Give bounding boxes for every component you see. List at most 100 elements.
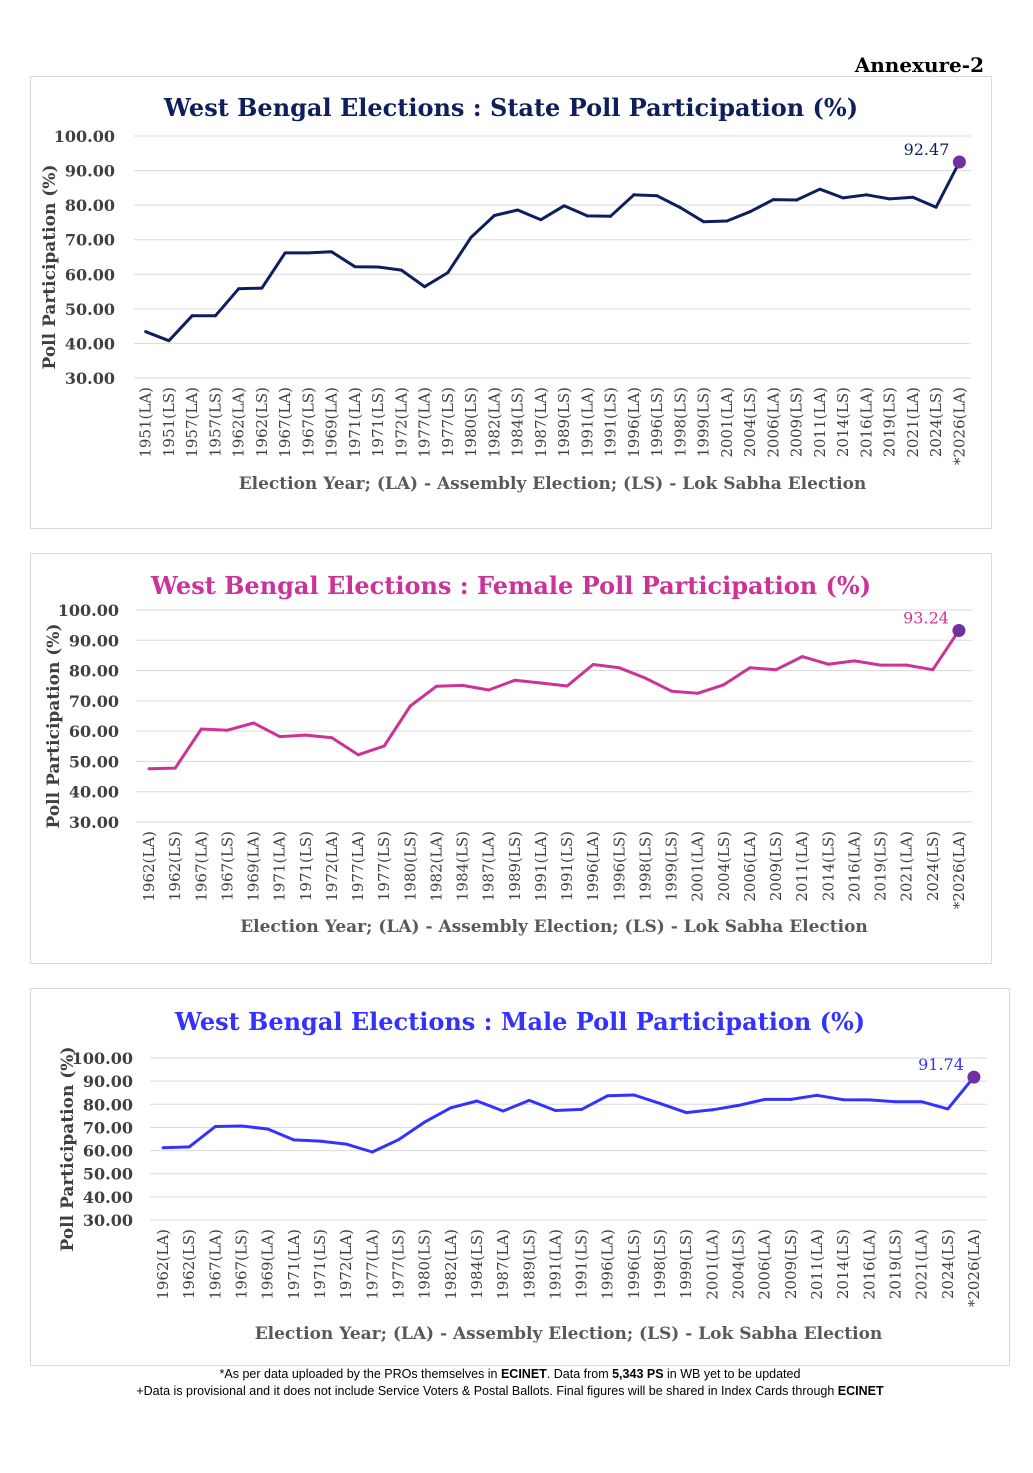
x-tick-label: 1971(LS) (311, 1229, 329, 1299)
data-point (931, 668, 935, 672)
annexure-label: Annexure-2 (854, 53, 984, 77)
x-tick-label: 2004(LS) (741, 387, 759, 457)
x-tick-label: 1962(LA) (230, 387, 248, 458)
x-tick-label: 1977(LA) (349, 831, 367, 902)
data-point (702, 220, 706, 224)
x-tick-label: 2016(LA) (845, 831, 863, 902)
y-axis-label: Poll Participation (%) (44, 624, 64, 829)
data-point (370, 1150, 374, 1154)
data-point (539, 681, 543, 685)
x-tick-label: 1996(LA) (599, 1229, 617, 1300)
data-point (678, 206, 682, 210)
data-point (658, 1101, 662, 1105)
data-point (696, 691, 700, 695)
data-point (632, 1093, 636, 1097)
x-tick-label: 1980(LS) (462, 387, 480, 457)
data-point (553, 1109, 557, 1113)
y-tick-label: 30.00 (69, 813, 119, 832)
x-tick-label: 1991(LS) (602, 387, 620, 457)
data-point (580, 1107, 584, 1111)
x-tick-label: 1971(LA) (271, 831, 289, 902)
x-tick-label: 1987(LA) (532, 387, 550, 458)
y-tick-label: 100.00 (72, 1049, 133, 1068)
x-tick-label: 2019(LS) (881, 387, 899, 457)
data-point (446, 271, 450, 275)
data-point (399, 268, 403, 272)
footnote-text: *As per data uploaded by the PROs themse… (219, 1367, 501, 1381)
data-point (492, 214, 496, 218)
x-tick-label: 1982(LA) (442, 1229, 460, 1300)
data-point (283, 251, 287, 255)
y-tick-label: 50.00 (65, 300, 115, 319)
data-point (774, 668, 778, 672)
data-point (722, 683, 726, 687)
data-point (199, 727, 203, 731)
footnote-text: in WB yet to be updated (663, 1367, 801, 1381)
x-tick-label: 2019(LS) (872, 831, 890, 901)
data-point (318, 1139, 322, 1143)
x-tick-label: 2006(LA) (741, 831, 759, 902)
x-tick-label: 2021(LA) (898, 831, 916, 902)
x-tick-label: 2019(LS) (886, 1229, 904, 1299)
x-tick-label: 1989(LS) (520, 1229, 538, 1299)
y-tick-label: 80.00 (83, 1095, 133, 1114)
data-point (356, 753, 360, 757)
data-point (304, 733, 308, 737)
data-point (609, 214, 613, 218)
x-tick-label: 2001(LA) (703, 1229, 721, 1300)
x-tick-label: 1991(LS) (558, 831, 576, 901)
y-tick-label: 60.00 (65, 265, 115, 284)
x-tick-label: 1972(LA) (337, 1229, 355, 1300)
x-tick-label: 1962(LS) (253, 387, 271, 457)
chart-plot: 30.00 40.00 50.00 60.00 70.00 80.00 90.00 100.0… (58, 1047, 987, 1344)
data-point (144, 330, 148, 334)
y-axis-label: Poll Participation (%) (58, 1047, 78, 1252)
x-tick-label: 1962(LS) (180, 1229, 198, 1299)
x-tick-label: 2009(LS) (782, 1229, 800, 1299)
data-label: 92.47 (904, 140, 950, 159)
x-tick-label: *2026(LA) (965, 1229, 983, 1307)
series-line (149, 629, 961, 771)
y-tick-label: 50.00 (83, 1165, 133, 1184)
data-point (815, 1093, 819, 1097)
x-tick-label: 1996(LS) (648, 387, 666, 457)
data-point (893, 1100, 897, 1104)
x-tick-label: 1980(LS) (416, 1229, 434, 1299)
footnote-1: *As per data uploaded by the PROs themse… (0, 1367, 1020, 1381)
chart-title: West Bengal Elections : Male Poll Partic… (174, 1007, 866, 1036)
data-point (292, 1138, 296, 1142)
data-point (911, 195, 915, 199)
data-point (376, 265, 380, 269)
x-tick-label: 1984(LS) (454, 831, 472, 901)
data-point (763, 1097, 767, 1101)
data-point (655, 194, 659, 198)
data-point (867, 1098, 871, 1102)
x-tick-label: 2006(LA) (764, 387, 782, 458)
x-tick-label: 1998(LS) (671, 387, 689, 457)
x-tick-label: 2024(LS) (939, 1229, 957, 1299)
data-point (408, 704, 412, 708)
chart-plot: 30.00 40.00 50.00 60.00 70.00 80.00 90.00 100.0… (44, 601, 972, 937)
y-tick-label: 40.00 (65, 334, 115, 353)
x-tick-label: 1951(LS) (160, 387, 178, 457)
y-tick-label: 100.00 (58, 601, 119, 620)
data-point (841, 1098, 845, 1102)
x-tick-label: 1982(LA) (427, 831, 445, 902)
y-tick-label: 60.00 (69, 722, 119, 741)
data-point (934, 205, 938, 209)
data-point (260, 286, 264, 290)
x-tick-label: 2001(LA) (689, 831, 707, 902)
data-point (173, 766, 177, 770)
footnote-text: +Data is provisional and it does not inc… (136, 1384, 838, 1398)
y-tick-label: 90.00 (69, 631, 119, 650)
data-point (632, 193, 636, 197)
x-tick-label: 2006(LA) (756, 1229, 774, 1300)
data-point (501, 1109, 505, 1113)
x-tick-label: 1967(LA) (192, 831, 210, 902)
x-tick-label: 1996(LS) (610, 831, 628, 901)
chart-plot: 30.00 40.00 50.00 60.00 70.00 80.00 90.00 100.0… (40, 127, 971, 494)
data-point (344, 1142, 348, 1146)
data-point (461, 683, 465, 687)
x-tick-label: 1951(LA) (137, 387, 155, 458)
